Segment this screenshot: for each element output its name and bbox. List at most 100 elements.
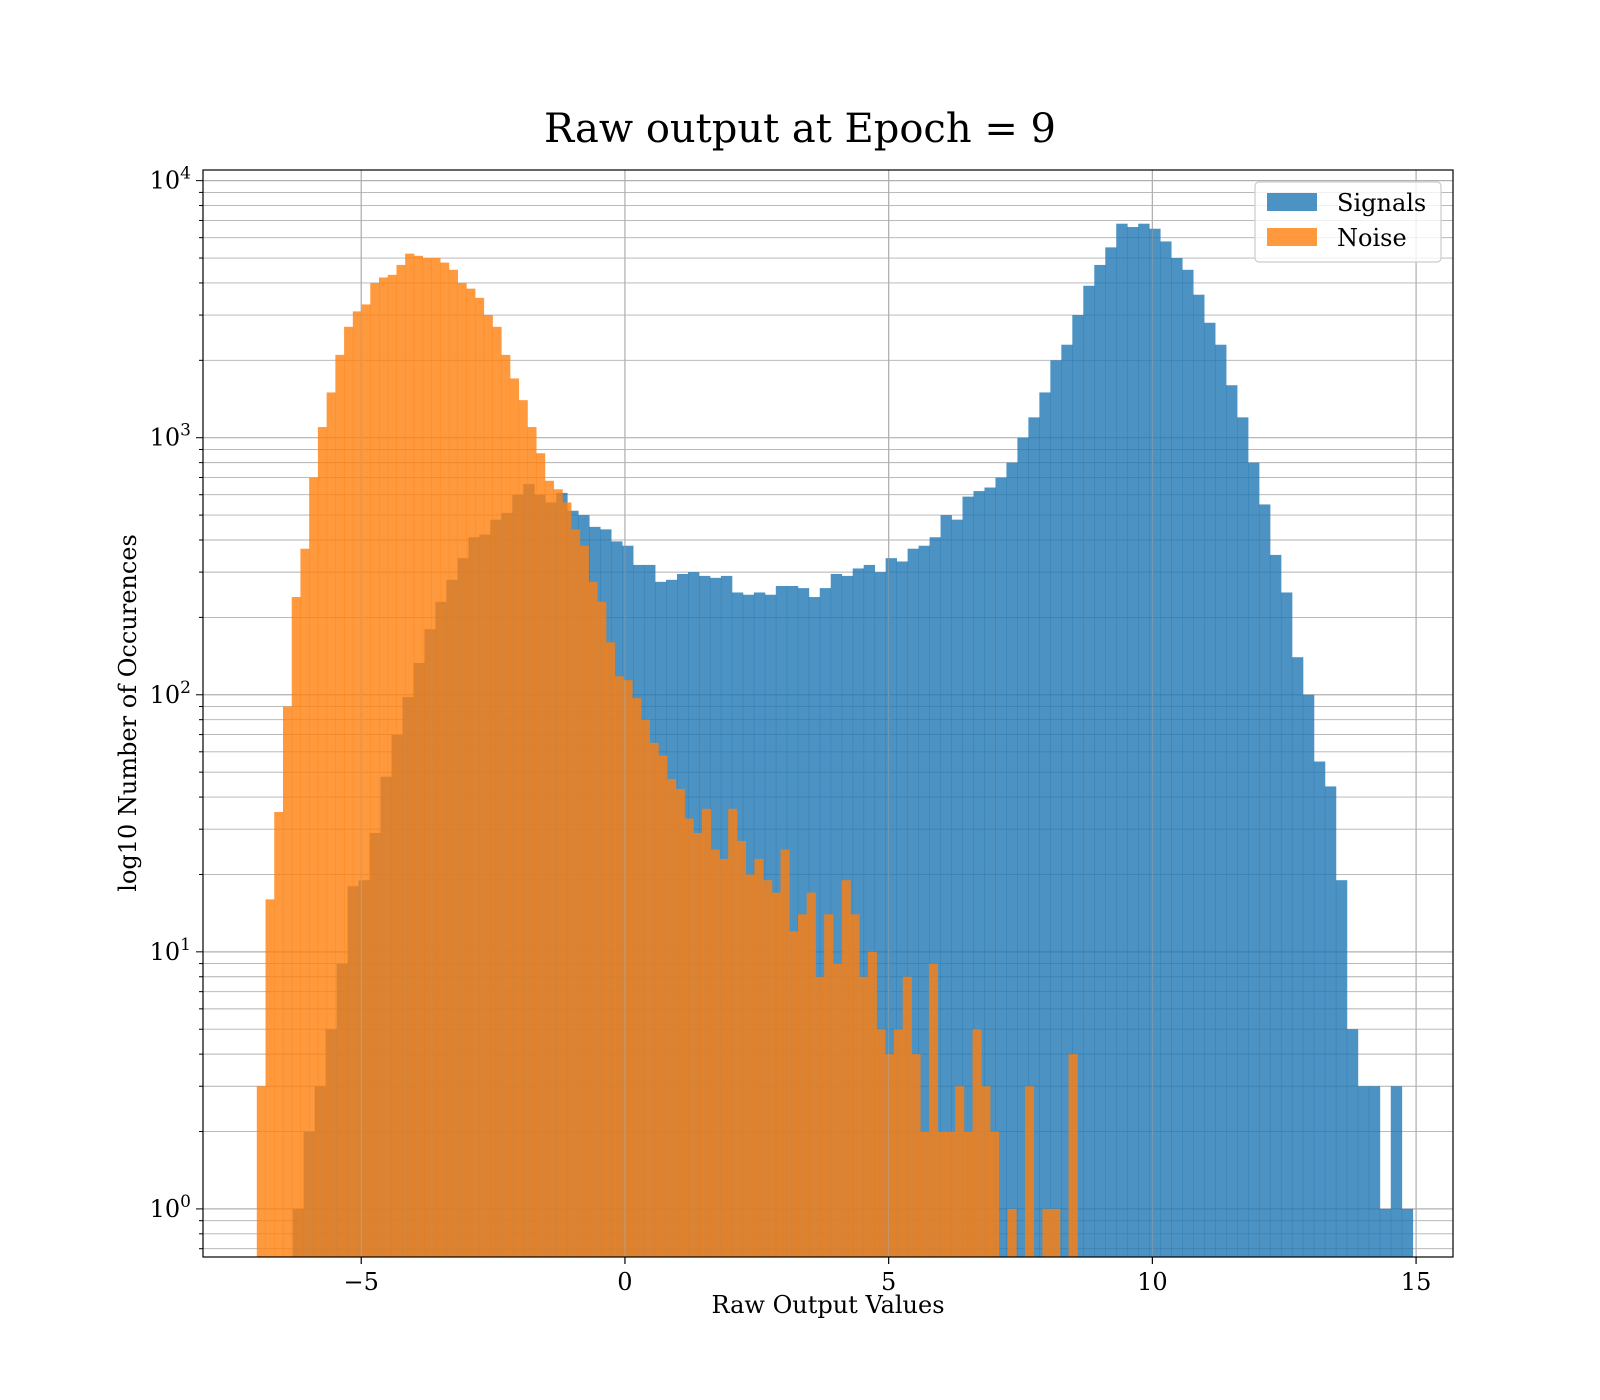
noise-bar [771,892,781,1257]
signals-bar [1335,880,1348,1257]
signals-bar [885,558,898,1257]
x-grid-overlay [360,170,1417,1257]
signals-bar [1083,285,1095,1257]
noise-bar [632,698,642,1257]
noise-bar [736,840,747,1257]
signals-bar [896,561,908,1257]
signals-bar [1390,1086,1403,1257]
signals-bar [1324,786,1337,1257]
noise-bar [291,597,301,1257]
plot-frame [202,169,1454,1258]
noise-bar [352,311,362,1257]
noise-bar [894,1029,904,1257]
chart-title: Raw output at Epoch = 9 [544,106,1056,152]
noise-bar [701,808,712,1257]
noise-bar [605,642,616,1257]
signals-bar [1302,694,1315,1257]
noise-bar [911,1054,921,1257]
noise-bar [832,963,843,1257]
signals-bar [1280,592,1293,1257]
y-tick-label: 102 [150,678,191,709]
noise-bar [649,742,659,1257]
noise-bar [640,719,650,1257]
noise-bar [902,976,912,1257]
noise-bar [728,808,738,1257]
x-tick-label: 10 [1137,1268,1168,1296]
noise-bar [440,262,450,1257]
signals-bar [1094,264,1106,1257]
noise-bar [710,849,720,1257]
signals-bar [1127,227,1139,1257]
x-axis: −5 0 5 10 15 [344,1257,1432,1296]
signals-bar [1116,223,1128,1257]
noise-bar [527,427,537,1257]
noise-bar [780,849,790,1257]
noise-bar [413,255,424,1257]
noise-bar [536,453,546,1257]
noise-bar [501,354,511,1257]
x-tick-label: −5 [344,1268,379,1296]
noise-bar [597,601,607,1257]
noise-bar [544,480,554,1257]
noise-bar [963,1131,973,1257]
y-tick-label: 101 [150,935,191,966]
signals-bar [1313,761,1326,1257]
noise-bar [789,931,799,1257]
signals-bar [1050,360,1062,1257]
noise-bar [850,914,860,1257]
signals-bar [1368,1086,1381,1257]
signals-bar [1072,315,1084,1257]
signals-bar [852,568,865,1257]
noise-bar [928,963,939,1257]
noise-bar [457,282,467,1257]
noise-bar [955,1086,965,1257]
signals-bar [1171,258,1183,1257]
x-tick-label: 15 [1401,1268,1432,1296]
x-tick-label: 0 [617,1268,632,1296]
signals-bar [830,573,843,1257]
noise-bars [256,253,1078,1258]
noise-bar [326,392,336,1257]
noise-bar [317,427,328,1257]
noise-bar [1042,1208,1052,1257]
signals-bar [1028,417,1040,1257]
noise-bar [274,811,284,1257]
signals-bar [1061,344,1073,1257]
signals-bar [1226,385,1238,1257]
noise-bar [475,297,485,1257]
noise-bar [405,253,415,1257]
noise-bar [335,354,345,1257]
noise-bar [466,288,476,1257]
signals-bar [929,537,941,1257]
noise-bar [876,1029,886,1257]
noise-bar [745,874,755,1257]
noise-bar [579,545,589,1257]
noise-bar [824,914,834,1257]
signals-bar [1039,392,1051,1257]
noise-bar [623,680,633,1257]
signals-bar [1017,437,1029,1257]
signals-bar [786,585,799,1257]
signals-bar [940,515,952,1257]
signals-bar [1204,322,1216,1257]
y-tick-label: 104 [150,164,191,195]
noise-bar [571,529,581,1257]
signals-bar [1258,504,1271,1257]
noise-bar [553,489,563,1257]
legend: Signals Noise [1254,181,1442,263]
noise-bar [946,1131,956,1257]
noise-bar [379,277,389,1258]
noise-bar [1007,1208,1017,1257]
noise-bar [754,858,764,1257]
noise-bar [981,1086,991,1257]
noise-bar [492,326,502,1257]
signals-bar [1215,344,1227,1257]
noise-bar [920,1131,930,1257]
signals-bar [962,496,974,1257]
noise-bar [256,1086,266,1257]
noise-bar [422,258,432,1257]
noise-bar [658,755,668,1257]
noise-bar [1068,1054,1078,1257]
noise-bar [344,326,354,1257]
signals-bar [973,491,985,1258]
